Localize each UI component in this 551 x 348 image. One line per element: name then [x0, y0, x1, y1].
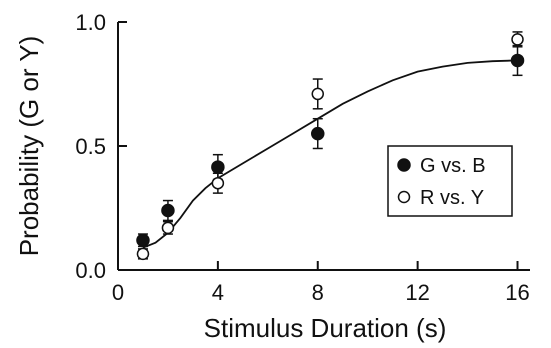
- y-tick-label: 1.0: [75, 10, 106, 35]
- data-point-g-vs-b: [136, 233, 150, 247]
- data-point-g-vs-b: [211, 160, 225, 174]
- x-tick-label: 16: [505, 280, 529, 305]
- data-point-r-vs-y: [136, 247, 150, 261]
- axis-ticks: 0 4 8 12 16 0.0 0.5 1.0: [75, 10, 529, 305]
- x-tick-label: 4: [212, 280, 224, 305]
- legend-marker-r-vs-y: [397, 190, 411, 204]
- data-points: [136, 33, 525, 261]
- legend-label-g-vs-b: G vs. B: [420, 155, 486, 177]
- legend-marker-g-vs-b: [397, 158, 411, 172]
- legend: G vs. B R vs. Y: [387, 145, 513, 217]
- data-point-r-vs-y: [311, 87, 325, 101]
- legend-box: [387, 145, 513, 217]
- fit-curve: [142, 59, 518, 249]
- y-tick-label: 0.5: [75, 134, 106, 159]
- data-point-g-vs-b: [311, 126, 325, 141]
- data-point-g-vs-b: [161, 203, 175, 218]
- y-axis-title: Probability (G or Y): [14, 36, 44, 257]
- x-tick-label: 0: [112, 280, 124, 305]
- x-tick-label: 12: [405, 280, 429, 305]
- data-point-r-vs-y: [211, 176, 225, 190]
- data-point-r-vs-y: [161, 221, 175, 235]
- data-point-r-vs-y: [511, 33, 524, 46]
- data-point-g-vs-b: [510, 53, 525, 68]
- legend-label-r-vs-y: R vs. Y: [420, 187, 484, 209]
- y-tick-label: 0.0: [75, 258, 106, 283]
- x-tick-label: 8: [312, 280, 324, 305]
- x-axis-title: Stimulus Duration (s): [204, 313, 447, 343]
- fit-curve-group: [142, 59, 518, 249]
